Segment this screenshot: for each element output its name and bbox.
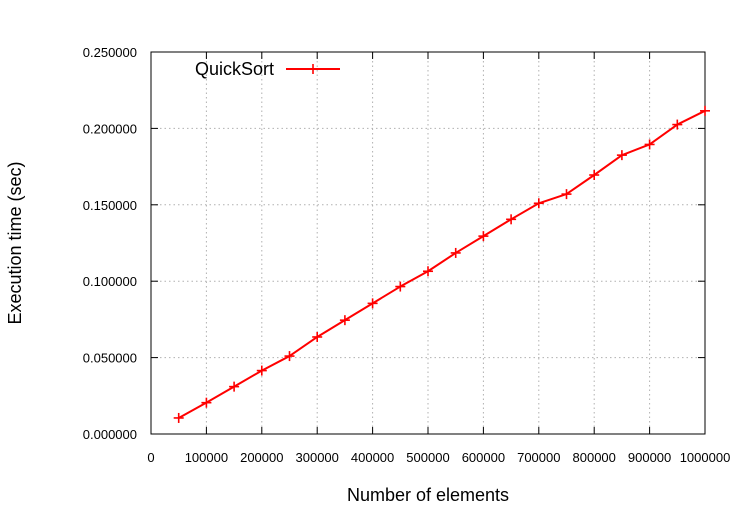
data-point-marker	[229, 381, 240, 392]
data-point-marker	[256, 365, 267, 376]
y-tick-label: 0.000000	[83, 427, 137, 442]
x-tick-label: 0	[147, 450, 154, 465]
legend-sample-line	[286, 64, 340, 74]
y-tick-label: 0.200000	[83, 121, 137, 136]
data-point-marker	[450, 247, 461, 258]
data-point-marker	[506, 214, 517, 225]
data-point-marker	[561, 189, 572, 200]
x-tick-label: 700000	[517, 450, 560, 465]
x-tick-label: 400000	[351, 450, 394, 465]
x-tick-labels: 0 100000 200000 300000 400000 500000 600000 700…	[147, 450, 730, 465]
data-point-marker	[367, 298, 378, 309]
y-tick-label: 0.100000	[83, 274, 137, 289]
data-point-marker	[616, 150, 627, 161]
data-point-marker	[173, 412, 184, 423]
series-layer	[173, 105, 710, 423]
legend: QuickSort	[195, 59, 340, 79]
data-point-marker	[672, 119, 683, 130]
x-tick-label: 200000	[240, 450, 283, 465]
data-point-marker	[589, 170, 600, 181]
y-tick-labels: 0.000000 0.050000 0.100000 0.150000 0.200000…	[83, 45, 137, 442]
data-point-marker	[478, 231, 489, 242]
x-tick-label: 1000000	[680, 450, 731, 465]
x-tick-label: 300000	[296, 450, 339, 465]
data-point-marker	[700, 105, 710, 116]
data-point-marker	[201, 397, 212, 408]
data-point-marker	[644, 139, 655, 150]
y-tick-label: 0.250000	[83, 45, 137, 60]
x-tick-label: 800000	[573, 450, 616, 465]
x-axis-title: Number of elements	[347, 485, 509, 505]
grid-lines	[151, 52, 705, 434]
axis-ticks	[150, 51, 706, 435]
y-tick-label: 0.050000	[83, 351, 137, 366]
x-tick-label: 500000	[406, 450, 449, 465]
data-point-marker	[423, 266, 433, 277]
data-point-marker	[339, 315, 350, 326]
legend-sample-marker	[308, 64, 318, 74]
data-point-marker	[395, 281, 406, 292]
series-line-quicksort	[178, 109, 706, 419]
data-point-marker	[284, 351, 295, 362]
y-axis-title: Execution time (sec)	[5, 161, 25, 324]
data-point-marker	[533, 198, 544, 209]
x-tick-label: 600000	[462, 450, 505, 465]
y-tick-label: 0.150000	[83, 198, 137, 213]
data-point-marker	[312, 331, 323, 342]
x-tick-label: 900000	[628, 450, 671, 465]
x-tick-label: 100000	[185, 450, 228, 465]
legend-label-quicksort: QuickSort	[195, 59, 274, 79]
